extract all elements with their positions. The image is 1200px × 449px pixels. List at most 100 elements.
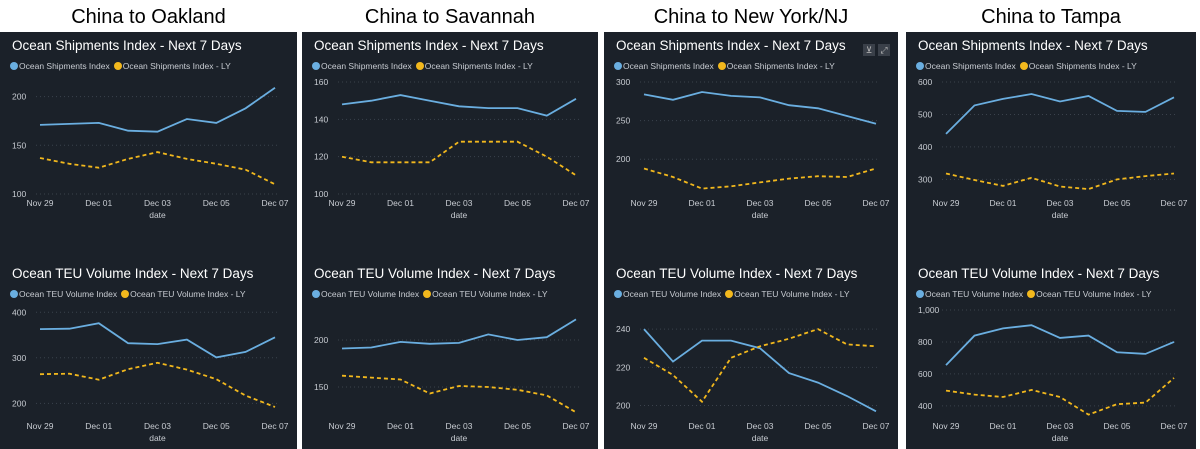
x-axis-label: date	[149, 433, 166, 443]
route-column: China to Oakland 100 150 200 Nov 29 Dec 01 Dec…	[0, 0, 297, 449]
legend-marker	[1019, 62, 1028, 70]
legend-marker	[10, 62, 18, 70]
legend-marker	[121, 290, 130, 298]
x-tick-label: Dec 01	[387, 421, 414, 431]
y-tick-label: 250	[616, 116, 630, 126]
x-tick-label: Nov 29	[631, 198, 658, 208]
legend-item[interactable]: Ocean TEU Volume Index - LY	[130, 289, 246, 299]
x-tick-label: Nov 29	[329, 421, 356, 431]
legend-marker	[312, 290, 320, 298]
y-tick-label: 150	[12, 140, 26, 150]
x-tick-label: Dec 03	[446, 198, 473, 208]
y-tick-label: 100	[12, 189, 26, 199]
series-line-ly	[39, 151, 276, 186]
x-tick-label: Dec 05	[1104, 421, 1131, 431]
legend-marker	[10, 290, 18, 298]
teu-volume-chart: 400 600 800 1,000 Nov 29 Dec 01 Dec 03 Dec 05 De…	[906, 260, 1196, 449]
y-tick-label: 100	[314, 189, 328, 199]
series-line-ly	[945, 377, 1175, 416]
legend-item[interactable]: Ocean TEU Volume Index	[623, 289, 722, 299]
legend: Ocean Shipments Index Ocean Shipments Ind…	[614, 61, 839, 71]
legend-item[interactable]: Ocean Shipments Index	[623, 61, 714, 71]
chart-svg: 200 250 300 Nov 29 Dec 01 Dec 03 Dec 05 Dec 07 d…	[616, 77, 890, 220]
legend-item[interactable]: Ocean Shipments Index	[19, 61, 110, 71]
x-tick-label: Dec 07	[863, 421, 890, 431]
x-axis-label: date	[149, 210, 166, 220]
x-axis-label: date	[1052, 433, 1069, 443]
legend-marker	[725, 290, 734, 298]
legend-item[interactable]: Ocean TEU Volume Index	[925, 289, 1024, 299]
x-tick-label: Dec 05	[805, 421, 832, 431]
legend-marker	[717, 62, 726, 70]
chart-title: Ocean TEU Volume Index - Next 7 Days	[616, 266, 858, 281]
y-tick-label: 300	[616, 77, 630, 87]
series-line-ly	[643, 167, 877, 190]
y-tick-label: 200	[12, 92, 26, 102]
legend-item[interactable]: Ocean TEU Volume Index	[19, 289, 118, 299]
y-tick-label: 600	[918, 369, 932, 379]
legend: Ocean Shipments Index Ocean Shipments Ind…	[916, 61, 1141, 71]
route-title: China to Tampa	[981, 6, 1121, 28]
legend-marker	[113, 62, 122, 70]
series-line-ly	[643, 328, 877, 404]
y-tick-label: 240	[616, 324, 630, 334]
legend-item[interactable]: Ocean TEU Volume Index - LY	[1036, 289, 1152, 299]
legend-item[interactable]: Ocean TEU Volume Index - LY	[734, 289, 850, 299]
legend-item[interactable]: Ocean Shipments Index	[321, 61, 412, 71]
series-line-current	[341, 318, 577, 350]
x-tick-label: Dec 07	[563, 421, 590, 431]
series-line-ly	[945, 172, 1175, 191]
chart-svg: 150 200 Nov 29 Dec 01 Dec 03 Dec 05 Dec 07 date	[314, 318, 590, 443]
legend-item[interactable]: Ocean TEU Volume Index	[321, 289, 420, 299]
shipments-chart: 200 250 300 Nov 29 Dec 01 Dec 03 Dec 05 Dec 07 d…	[604, 32, 898, 244]
legend: Ocean TEU Volume Index Ocean TEU Volume I…	[916, 289, 1156, 299]
x-tick-label: Dec 05	[504, 198, 531, 208]
x-axis-label: date	[752, 433, 769, 443]
chart-panel: 100 150 200 Nov 29 Dec 01 Dec 03 Dec 05 Dec 07 d…	[0, 32, 297, 449]
shipments-chart: 300 400 500 600 Nov 29 Dec 01 Dec 03 Dec 05 Dec …	[906, 32, 1196, 244]
x-tick-label: Dec 05	[1104, 198, 1131, 208]
x-tick-label: Dec 03	[446, 421, 473, 431]
legend-item[interactable]: Ocean Shipments Index - LY	[726, 61, 835, 71]
x-tick-label: Dec 03	[144, 198, 171, 208]
chart-title: Ocean Shipments Index - Next 7 Days	[12, 38, 242, 53]
series-line-ly	[341, 140, 577, 177]
legend: Ocean Shipments Index Ocean Shipments Ind…	[312, 61, 537, 71]
y-tick-label: 150	[314, 382, 328, 392]
route-title: China to Oakland	[71, 6, 226, 28]
legend-item[interactable]: Ocean TEU Volume Index - LY	[432, 289, 548, 299]
x-tick-label: Dec 05	[203, 198, 230, 208]
y-tick-label: 200	[12, 398, 26, 408]
legend-marker	[614, 290, 622, 298]
series-line-current	[643, 328, 877, 413]
filter-icon[interactable]: ⊻	[863, 44, 875, 56]
route-title: China to Savannah	[364, 6, 536, 28]
expand-icon[interactable]: ⤢	[878, 44, 890, 56]
x-tick-label: Dec 01	[990, 198, 1017, 208]
x-axis-label: date	[752, 210, 769, 220]
x-tick-label: Dec 07	[863, 198, 890, 208]
x-tick-label: Dec 05	[203, 421, 230, 431]
series-line-current	[39, 322, 276, 359]
chart-panel: 300 400 500 600 Nov 29 Dec 01 Dec 03 Dec 05 Dec …	[906, 32, 1196, 449]
x-tick-label: Dec 07	[262, 198, 289, 208]
x-tick-label: Dec 07	[1161, 421, 1188, 431]
x-tick-label: Nov 29	[933, 198, 960, 208]
series-line-current	[945, 93, 1175, 135]
legend-item[interactable]: Ocean Shipments Index - LY	[1028, 61, 1137, 71]
y-tick-label: 500	[918, 109, 932, 119]
chart-title: Ocean TEU Volume Index - Next 7 Days	[918, 266, 1160, 281]
chart-svg: 400 600 800 1,000 Nov 29 Dec 01 Dec 03 Dec 05 De…	[918, 305, 1188, 443]
x-tick-label: Nov 29	[27, 198, 54, 208]
shipments-chart: 100 150 200 Nov 29 Dec 01 Dec 03 Dec 05 Dec 07 d…	[0, 32, 297, 244]
legend-item[interactable]: Ocean Shipments Index - LY	[122, 61, 231, 71]
chart-svg: 100 150 200 Nov 29 Dec 01 Dec 03 Dec 05 Dec 07 d…	[12, 87, 289, 220]
legend-item[interactable]: Ocean Shipments Index	[925, 61, 1016, 71]
legend-marker	[916, 62, 924, 70]
legend-marker	[614, 62, 622, 70]
x-axis-label: date	[451, 210, 468, 220]
x-tick-label: Dec 03	[144, 421, 171, 431]
chart-svg: 200 300 400 Nov 29 Dec 01 Dec 03 Dec 05 Dec 07 d…	[12, 307, 289, 443]
legend-marker	[312, 62, 320, 70]
legend-item[interactable]: Ocean Shipments Index - LY	[424, 61, 533, 71]
